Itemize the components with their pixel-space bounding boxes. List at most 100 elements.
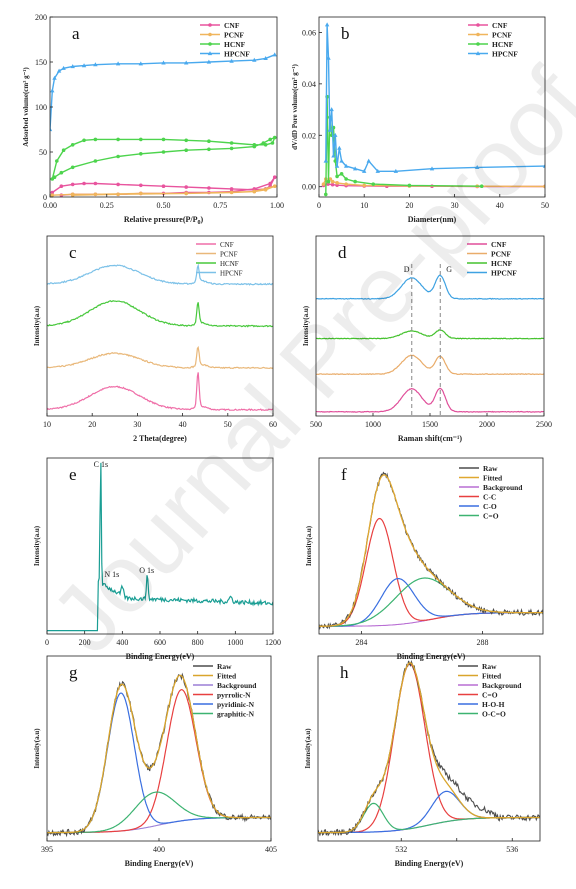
panel-label-c: c [69, 243, 77, 262]
point-a-HCNF [207, 147, 211, 152]
x-tick-label-d: 2500 [536, 420, 552, 429]
point-a-PCNF [116, 192, 120, 197]
point-b-PCNF [362, 183, 367, 188]
series-line-f-Raw [319, 471, 543, 630]
x-tick-label-b: 10 [360, 201, 368, 210]
panel-a: 0.00 0.25 0.50 0.75 1.00 0 50 100 150 200 Relative… [22, 13, 284, 226]
x-tick-label-d: 500 [310, 420, 322, 429]
plot-area-d [316, 264, 544, 416]
point-b-HPCNF [327, 127, 333, 132]
x-axis-label-e: Binding Energy(eV) [126, 652, 195, 661]
legend-label-g: pyrrolic-N [217, 691, 251, 700]
point-b-HPCNF [323, 158, 328, 163]
point-a-HPCNF [56, 68, 62, 73]
point-b-HPCNF [393, 168, 399, 173]
y-axis-label-h: Intensity(a.u) [304, 728, 312, 769]
point-b-PCNF [330, 179, 335, 184]
panel-e: 0 200 400 600 800 1000 1200 Binding Energy(eV) I… [33, 457, 281, 661]
point-a-HCNF [82, 138, 86, 143]
point-a-CNF [229, 187, 234, 191]
point-b-HCNF [339, 172, 344, 176]
x-tick-label-g: 405 [265, 845, 277, 854]
series-line-g-graphitic-N [47, 791, 271, 834]
legend-label-h: H-O-H [482, 700, 505, 709]
y-tick-label-a: 50 [39, 148, 47, 157]
point-a-HPCNF [50, 127, 53, 132]
point-a-PCNF [272, 184, 277, 188]
point-a-HCNF [229, 141, 234, 145]
x-tick-label-e: 1200 [265, 638, 281, 647]
point-b-HPCNF [329, 107, 334, 112]
point-a-HCNF [116, 137, 120, 142]
legend-label-a: PCNF [224, 31, 244, 40]
point-a-HPCNF [252, 57, 257, 62]
x-tick-label-d: 2000 [479, 420, 495, 429]
y-tick-label-b: 0.00 [302, 183, 316, 192]
point-a-HCNF [184, 148, 188, 152]
legend-label-f: C-C [483, 493, 496, 502]
point-a-PCNF [139, 191, 143, 196]
panel-label-h: h [340, 663, 349, 682]
point-a-PCNF [263, 188, 268, 192]
point-a-HPCNF [138, 61, 143, 66]
peak-label-O 1s: O 1s [139, 566, 154, 575]
x-axis-label-c: 2 Theta(degree) [133, 434, 187, 443]
x-tick-label-a: 0.25 [100, 201, 114, 210]
series-line-h-Fitted [318, 662, 540, 834]
panel-h: 532 536 Binding Energy(eV) Intensity(a.u) h R… [304, 655, 541, 868]
point-a-HCNF [70, 165, 75, 170]
point-a-HPCNF [115, 61, 121, 66]
point-a-HCNF [139, 152, 143, 156]
x-tick-label-c: 60 [269, 420, 277, 429]
x-tick-label-g: 400 [153, 845, 165, 854]
x-axis-label-d: Raman shift(cm⁻¹) [398, 434, 463, 443]
point-a-HPCNF [50, 88, 55, 93]
point-a-PCNF [70, 193, 75, 197]
x-axis-label-a: Relative pressure(P/P0) [124, 215, 204, 226]
point-a-HCNF [161, 137, 166, 142]
x-tick-label-c: 20 [88, 420, 96, 429]
series-line-c-HCNF [47, 300, 273, 328]
x-tick-label-e: 1000 [227, 638, 243, 647]
point-a-CNF [59, 184, 64, 188]
point-b-HPCNF [334, 163, 340, 168]
point-a-CNF [139, 183, 143, 188]
point-b-HCNF [479, 184, 484, 188]
x-tick-label-c: 40 [179, 420, 187, 429]
panel-label-b: b [341, 24, 350, 43]
panel-b: 0 10 20 30 40 50 0.00 0.02 0.04 0.06 Diameter(nm) d… [291, 16, 549, 224]
series-line-c-HPCNF [47, 263, 273, 286]
point-a-HCNF [52, 175, 57, 179]
series-line-d-HPCNF [316, 274, 544, 300]
legend-label-c: HPCNF [220, 270, 243, 278]
point-a-HCNF [55, 159, 59, 163]
x-tick-label-c: 10 [43, 420, 51, 429]
legend-label-d: PCNF [491, 250, 511, 259]
point-a-HPCNF [263, 56, 268, 60]
peak-label-C 1s: C 1s [94, 460, 108, 469]
series-line-h-H-O-H [318, 790, 540, 834]
point-a-HCNF [93, 137, 98, 142]
legend-label-d: HPCNF [491, 269, 517, 278]
x-tick-label-a: 1.00 [270, 201, 284, 210]
point-a-CNF [70, 182, 75, 187]
panel-label-a: a [72, 24, 80, 43]
point-a-HCNF [272, 135, 277, 140]
series-line-a-HCNF [51, 136, 276, 180]
point-a-PCNF [93, 192, 98, 197]
axes-frame-e [46, 457, 274, 635]
panel-d: 500 1000 1500 2000 2500 Raman shift(cm⁻¹) Inte… [302, 235, 552, 443]
point-a-HPCNF [93, 62, 98, 67]
point-b-HPCNF [343, 163, 349, 168]
y-tick-label-b: 0.04 [302, 80, 316, 89]
panel-label-f: f [341, 465, 347, 484]
x-tick-label-e: 600 [154, 638, 166, 647]
band-label-G: G [446, 265, 452, 274]
point-b-HCNF [326, 179, 331, 184]
series-line-d-HCNF [316, 329, 544, 340]
point-b-HPCNF [362, 168, 367, 173]
point-b-PCNF [543, 184, 545, 189]
legend-label-h: C=O [482, 691, 498, 700]
point-a-HPCNF [272, 52, 277, 57]
point-a-HCNF [70, 143, 75, 147]
